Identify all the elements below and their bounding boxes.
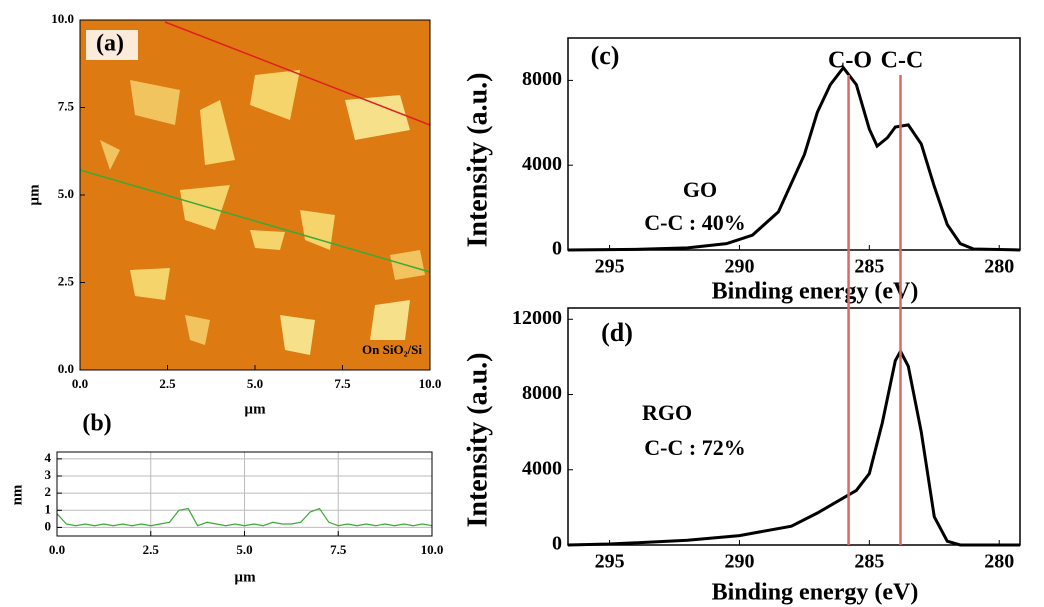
x-tick-label: 0.0 (72, 376, 88, 391)
y-tick-label: 4000 (522, 153, 562, 175)
x-tick-label: 7.5 (330, 542, 347, 557)
y-tick-label: 0.0 (58, 361, 74, 376)
plot-frame (568, 308, 1020, 545)
annotation: C-C (881, 48, 924, 74)
y-tick-label: 7.5 (58, 98, 75, 113)
data-line (568, 351, 1020, 545)
y-tick-label: 3 (45, 467, 52, 482)
x-tick-label: 7.5 (334, 376, 351, 391)
figure: 0.02.55.07.510.00.02.55.07.510.0(a)µmµmO… (0, 0, 1044, 607)
plot-frame (568, 38, 1020, 250)
y-tick-label: 0 (45, 518, 52, 533)
y-tick-label: 8000 (522, 68, 562, 90)
y-axis-label: µm (26, 184, 42, 206)
x-tick-label: 0.0 (49, 542, 65, 557)
data-line (568, 68, 1020, 250)
y-axis-label: nm (9, 484, 25, 505)
x-tick-label: 295 (595, 256, 625, 278)
annotation: GO (683, 177, 717, 202)
annotation: C-C : 72% (644, 435, 745, 460)
afm-image (80, 20, 430, 370)
annotation: On SiO₂/Si (362, 342, 422, 357)
chart-title: (d) (601, 318, 633, 347)
y-axis-label: Intensity (a.u.) (462, 352, 493, 527)
x-tick-label: 290 (724, 551, 754, 573)
annotation: C-C : 40% (644, 210, 745, 235)
y-tick-label: 5.0 (58, 186, 74, 201)
x-axis-label: Binding energy (eV) (712, 279, 919, 305)
y-tick-label: 2.5 (58, 273, 75, 288)
annotation: RGO (642, 400, 692, 425)
x-tick-label: 2.5 (143, 542, 160, 557)
y-tick-label: 4000 (522, 457, 562, 479)
x-tick-label: 280 (984, 551, 1014, 573)
y-tick-label: 0 (552, 238, 562, 260)
x-tick-label: 285 (854, 551, 884, 573)
x-axis-label: Binding energy (eV) (712, 580, 919, 606)
y-tick-label: 10.0 (51, 11, 74, 26)
y-axis-label: Intensity (a.u.) (462, 72, 493, 247)
y-tick-label: 2 (45, 484, 52, 499)
y-tick-label: 12000 (512, 307, 562, 329)
chart-title: (b) (82, 411, 111, 437)
y-tick-label: 0 (552, 533, 562, 555)
y-tick-label: 8000 (522, 382, 562, 404)
x-axis-label: µm (234, 569, 256, 585)
x-tick-label: 2.5 (159, 376, 176, 391)
x-tick-label: 290 (724, 256, 754, 278)
x-tick-label: 285 (854, 256, 884, 278)
x-tick-label: 295 (595, 551, 625, 573)
x-tick-label: 280 (984, 256, 1014, 278)
x-tick-label: 10.0 (421, 542, 444, 557)
x-tick-label: 5.0 (247, 376, 263, 391)
y-tick-label: 4 (45, 450, 52, 465)
annotation: C-O (828, 48, 872, 74)
x-tick-label: 5.0 (236, 542, 252, 557)
x-axis-label: µm (244, 401, 266, 417)
y-tick-label: 1 (45, 501, 52, 516)
chart-title: (a) (96, 31, 124, 57)
chart-title: (c) (591, 41, 620, 70)
x-tick-label: 10.0 (419, 376, 442, 391)
